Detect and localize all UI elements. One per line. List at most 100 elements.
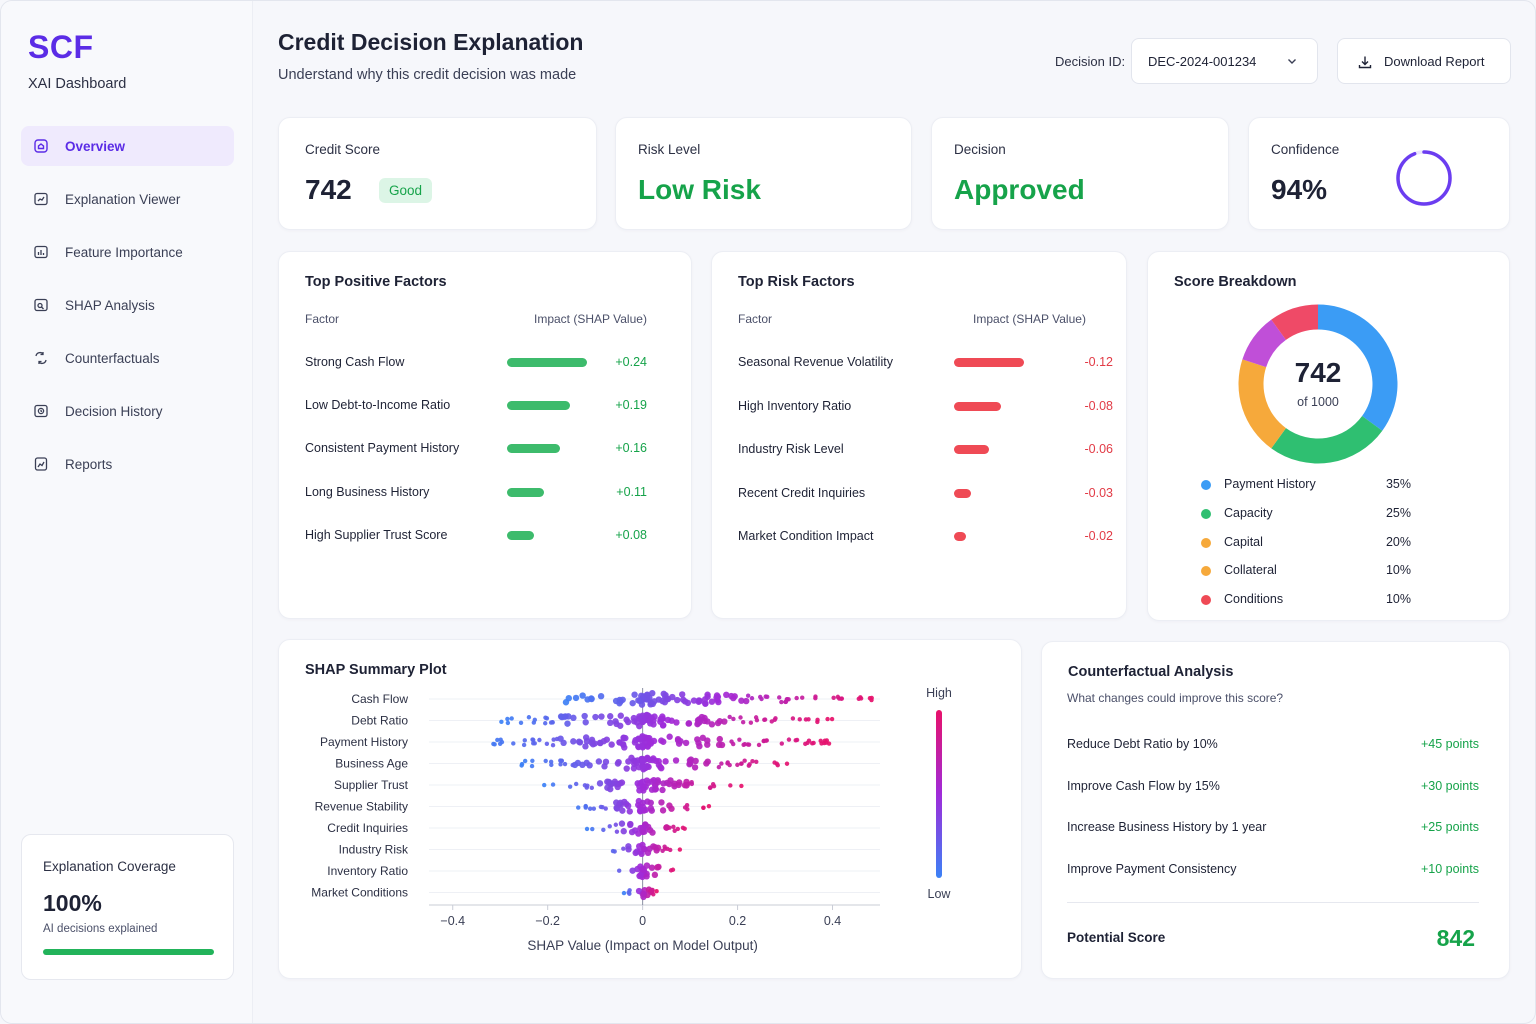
sidebar-item-feature-importance[interactable]: Feature Importance (21, 232, 234, 272)
shap-point (636, 713, 643, 720)
shap-point (644, 779, 652, 787)
shap-point (721, 718, 728, 725)
shap-point (612, 718, 619, 725)
shap-point (616, 868, 622, 873)
shap-point (681, 782, 689, 789)
shap-point (505, 716, 510, 722)
impact-value: +0.19 (615, 398, 647, 413)
shap-point (598, 804, 604, 810)
sidebar-item-decision-history[interactable]: Decision History (21, 391, 234, 431)
decision-id-value: DEC-2024-001234 (1148, 53, 1257, 69)
shap-point (715, 741, 723, 749)
shap-point (739, 783, 744, 789)
shap-point (696, 697, 703, 705)
home-icon (33, 138, 49, 154)
sidebar-item-shap-analysis[interactable]: SHAP Analysis (21, 285, 234, 325)
factor-name: Long Business History (305, 484, 430, 499)
score-breakdown-title: Score Breakdown (1174, 274, 1297, 290)
shap-point (825, 716, 830, 722)
potential-score-value: 842 (1436, 925, 1475, 951)
impact-value: +0.11 (616, 484, 647, 499)
shap-point (837, 696, 842, 701)
shap-point (608, 741, 615, 748)
report-icon (33, 456, 49, 472)
shap-point (640, 787, 647, 794)
x-tick-label: 0 (639, 914, 646, 928)
shap-point (544, 741, 550, 746)
decision-id-select[interactable]: DEC-2024-001234 (1131, 38, 1318, 84)
sidebar-item-explanation-viewer[interactable]: Explanation Viewer (21, 179, 234, 219)
shap-point (511, 741, 516, 746)
shap-point (531, 720, 537, 725)
shap-point (597, 692, 605, 700)
shap-point (794, 695, 799, 701)
shap-point (775, 763, 780, 768)
shap-point (635, 697, 642, 704)
shap-point (669, 693, 676, 701)
shap-point (651, 713, 658, 720)
counterfactual-change: Increase Business History by 1 year (1067, 820, 1267, 835)
impact-bar (507, 444, 561, 454)
coverage-value: 100% (43, 890, 102, 916)
shap-point (589, 785, 594, 791)
shap-point (643, 711, 651, 719)
shap-point (627, 821, 634, 829)
shap-point (668, 868, 674, 873)
counterfactual-icon (33, 350, 49, 366)
shap-point (829, 716, 835, 722)
shap-point (499, 719, 504, 725)
decision-label: Decision (954, 142, 1006, 157)
brand-logo: SCF (28, 29, 94, 65)
shap-point (629, 699, 636, 707)
shap-point (639, 742, 646, 749)
brand-subtitle: XAI Dashboard (28, 76, 127, 92)
shap-point (582, 734, 590, 741)
shap-point (647, 738, 655, 746)
factor-row: Seasonal Revenue Volatility -0.12 (738, 352, 1118, 372)
sidebar-nav: Overview Explanation Viewer Feature Impo… (21, 126, 234, 497)
shap-point (582, 743, 589, 750)
shap-point (601, 763, 608, 770)
counterfactual-row: Increase Business History by 1 year +25 p… (1067, 818, 1479, 838)
sidebar-item-overview[interactable]: Overview (21, 126, 234, 166)
x-tick-label: 0.4 (824, 914, 841, 928)
shap-point (753, 715, 759, 720)
shap-point (676, 779, 683, 786)
shap-point (628, 828, 636, 836)
shap-point (654, 888, 659, 894)
counterfactual-change: Improve Cash Flow by 15% (1067, 778, 1220, 793)
shap-point (522, 738, 527, 743)
impact-value: -0.12 (1084, 355, 1114, 369)
shap-point (624, 718, 632, 726)
shap-point (562, 761, 568, 767)
impact-value: -0.02 (1084, 529, 1114, 543)
factor-row: Low Debt-to-Income Ratio +0.19 (305, 395, 685, 415)
shap-point (641, 828, 648, 835)
factor-column-header: Factor (305, 312, 340, 326)
shap-point (746, 742, 752, 747)
factor-name: Consistent Payment History (305, 441, 460, 456)
impact-bar (507, 358, 587, 367)
x-axis-label: SHAP Value (Impact on Model Output) (527, 938, 758, 953)
shap-point (660, 738, 667, 745)
shap-point (572, 694, 580, 702)
sidebar-item-reports[interactable]: Reports (21, 444, 234, 484)
shap-point (728, 783, 733, 788)
shap-point (742, 697, 750, 705)
shap-point (564, 720, 571, 727)
legend-dot (1201, 508, 1211, 519)
impact-value: +0.24 (615, 355, 647, 369)
feature-label: Supplier Trust (334, 778, 409, 792)
positive-factors-title: Top Positive Factors (305, 274, 447, 290)
shap-point (742, 758, 747, 763)
coverage-subtitle: AI decisions explained (43, 923, 158, 935)
legend-dot (1201, 566, 1211, 577)
shap-point (653, 847, 660, 854)
shap-point (831, 695, 836, 700)
sidebar-item-counterfactuals[interactable]: Counterfactuals (21, 338, 234, 378)
shap-point (521, 742, 527, 748)
shap-point (626, 808, 633, 815)
download-report-button[interactable]: Download Report (1337, 38, 1511, 84)
shap-point (671, 824, 676, 830)
shap-point (747, 762, 752, 767)
